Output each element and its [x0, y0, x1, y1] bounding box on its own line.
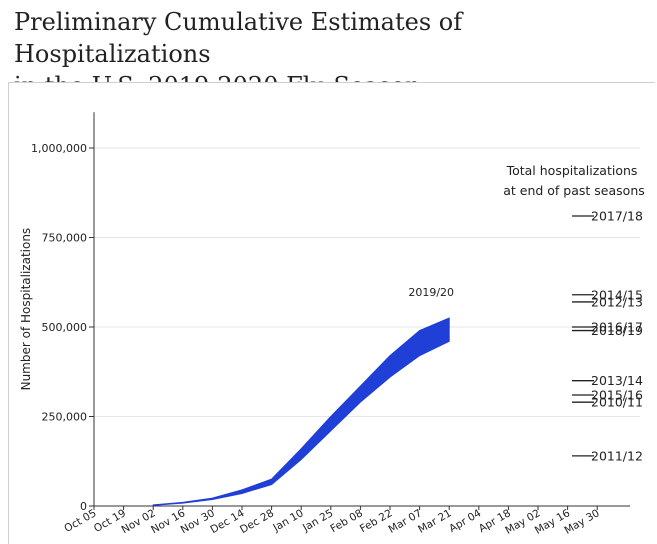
- x-tick-label-6: Dec 28: [238, 507, 276, 536]
- reference-label-2: 2012/13: [591, 294, 643, 309]
- y-axis-title: Number of Hospitalizations: [19, 228, 33, 391]
- x-tick-label-11: Mar 07: [386, 507, 424, 536]
- y-tick-label-0: 0: [80, 500, 87, 513]
- x-tick-label-7: Jan 10: [270, 507, 305, 534]
- x-tick-label-8: Jan 25: [300, 507, 335, 534]
- series-label-0: 2019/20: [408, 286, 454, 299]
- y-tick-label-3: 750,000: [42, 232, 88, 245]
- y-tick-label-2: 500,000: [42, 321, 88, 334]
- reference-label-4: 2018/19: [591, 323, 643, 338]
- reference-label-6: 2015/16: [591, 388, 643, 403]
- reference-label-0: 2017/18: [591, 209, 643, 224]
- reference-label-7: 2010/11: [591, 395, 643, 410]
- reference-label-5: 2013/14: [591, 373, 643, 388]
- series-band-0: [152, 317, 450, 506]
- reference-label-3: 2016/17: [591, 320, 643, 335]
- reference-title-line-1: Total hospitalizations: [506, 163, 638, 178]
- reference-title-line-2: at end of past seasons: [503, 183, 645, 198]
- title-line-1: Preliminary Cumulative Estimates of Hosp…: [14, 8, 463, 68]
- y-tick-label-4: 1,000,000: [31, 142, 87, 155]
- chart-frame: [8, 82, 655, 544]
- reference-label-1: 2014/15: [591, 287, 643, 302]
- y-tick-label-1: 250,000: [42, 411, 88, 424]
- x-tick-label-12: Mar 21: [416, 507, 454, 536]
- reference-label-8: 2011/12: [591, 448, 643, 463]
- x-tick-label-9: Feb 08: [328, 507, 365, 535]
- x-tick-label-13: Apr 04: [447, 507, 483, 535]
